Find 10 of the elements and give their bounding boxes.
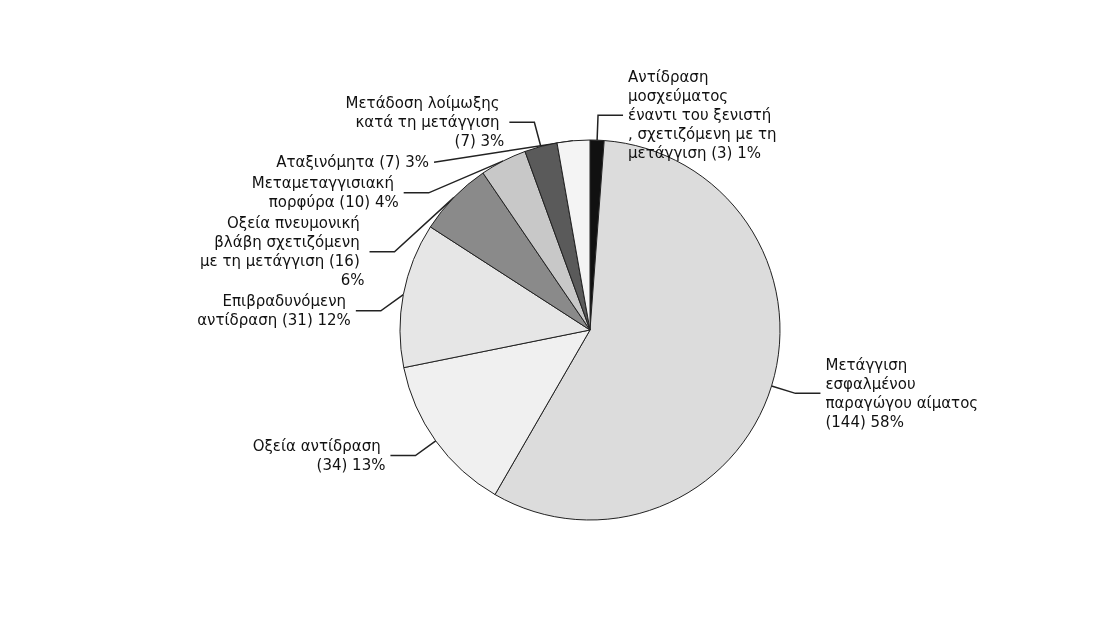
data-label: (7) 3% <box>454 132 505 151</box>
slice-label: Μετάγγιση εσφαλμένου παραγώγου αίματος <box>825 355 983 412</box>
slice-label: Μεταμεταγγισιακή πορφύρα (10) 4% <box>251 174 399 212</box>
data-label: (34) 13% <box>316 456 386 474</box>
slice-label: Αταξινόμητα (7) 3% <box>276 153 430 172</box>
data-label: (144) 58% <box>825 412 904 431</box>
slice-label: Οξεία αντίδραση <box>252 437 386 455</box>
slice-label: Επιβραδυνόμενη αντίδραση (31) 12% <box>197 292 351 330</box>
slice-label: Μετάδοση λοίμωξης κατά τη μετάγγιση <box>345 94 505 132</box>
slice-label: Οξεία πνευμονική βλάβη σχετιζόμενη με τη μετάγγιση (16) 6% <box>200 214 365 290</box>
